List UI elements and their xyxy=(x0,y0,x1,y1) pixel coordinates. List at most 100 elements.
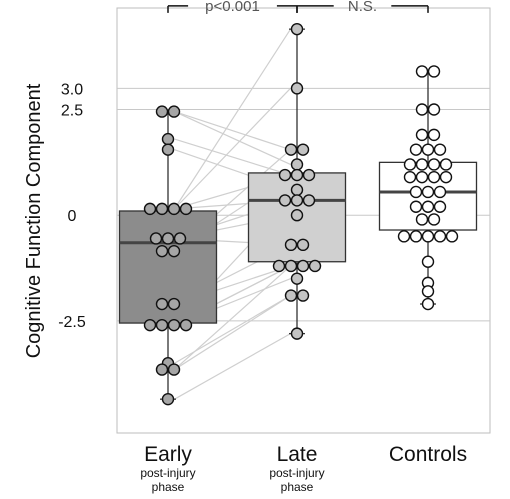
data-point-controls xyxy=(415,103,429,116)
data-point-late xyxy=(290,22,304,36)
pair-line xyxy=(174,111,291,151)
data-point-late xyxy=(296,289,310,302)
data-point-early xyxy=(155,105,169,118)
y-tick-label: 3.0 xyxy=(61,81,83,98)
data-point-controls xyxy=(433,230,447,243)
data-point-controls xyxy=(415,213,429,226)
y-axis-ticks: 3.0 2.5 0 -2.5 xyxy=(58,81,86,331)
data-point-late xyxy=(296,238,310,252)
data-point-controls xyxy=(421,143,435,156)
data-point-late xyxy=(290,327,304,340)
data-point-controls xyxy=(427,170,441,184)
data-point-early xyxy=(143,202,157,216)
pair-line xyxy=(173,28,292,210)
data-point-early xyxy=(155,363,169,376)
pair-line xyxy=(174,333,291,400)
category-sublabel: phase xyxy=(152,480,185,494)
data-point-late xyxy=(272,259,286,273)
category-label-late: Late xyxy=(277,443,318,466)
data-point-late xyxy=(284,143,298,156)
y-tick-label: 0 xyxy=(68,208,77,225)
data-point-controls xyxy=(421,297,435,311)
data-point-controls xyxy=(421,230,435,243)
data-point-late xyxy=(290,194,304,207)
data-point-late xyxy=(284,289,298,302)
data-point-controls xyxy=(421,185,435,199)
data-point-late xyxy=(296,143,310,156)
data-point-late xyxy=(290,168,304,182)
data-point-controls xyxy=(421,285,435,298)
data-point-late xyxy=(308,259,322,273)
category-sublabel: phase xyxy=(281,480,314,494)
data-point-controls xyxy=(415,158,429,171)
data-point-early xyxy=(167,297,181,311)
data-point-early xyxy=(155,202,169,216)
data-point-late xyxy=(290,272,304,285)
data-point-early xyxy=(149,232,163,245)
data-point-controls xyxy=(445,230,459,243)
data-point-early xyxy=(167,244,181,258)
data-point-early xyxy=(167,318,181,332)
data-point-late xyxy=(302,194,316,207)
category-sublabel: post-injury xyxy=(140,466,195,480)
pair-line xyxy=(174,295,291,371)
pair-line xyxy=(174,111,291,166)
data-point-late xyxy=(284,259,298,273)
data-point-controls xyxy=(433,200,447,213)
data-point-early xyxy=(167,202,181,216)
category-label-early: Early xyxy=(144,443,192,466)
data-point-late xyxy=(278,194,292,207)
data-point-early xyxy=(143,318,157,332)
data-point-early xyxy=(167,363,181,376)
data-point-early xyxy=(155,318,169,332)
annotation-early-late: p<0.001 xyxy=(205,0,260,15)
y-tick-label: -2.5 xyxy=(58,314,86,331)
data-point-early xyxy=(161,232,175,245)
data-point-controls xyxy=(403,158,417,171)
data-point-early xyxy=(155,297,169,311)
data-point-controls xyxy=(433,185,447,199)
data-point-early xyxy=(179,318,193,332)
data-point-controls xyxy=(421,255,435,268)
data-point-controls xyxy=(409,230,423,243)
data-point-controls xyxy=(427,128,441,142)
data-point-late xyxy=(296,259,310,273)
category-label-controls: Controls xyxy=(389,443,467,466)
data-point-controls xyxy=(415,170,429,184)
box-early xyxy=(118,210,218,324)
data-point-late xyxy=(290,82,304,95)
y-tick-label: 2.5 xyxy=(61,102,83,119)
data-point-late xyxy=(302,168,316,182)
data-point-late xyxy=(290,158,304,171)
category-sublabel: post-injury xyxy=(269,466,324,480)
data-point-early xyxy=(155,244,169,258)
data-point-late xyxy=(278,168,292,182)
data-point-late xyxy=(290,183,304,197)
data-point-early xyxy=(161,143,175,156)
data-point-controls xyxy=(409,185,423,199)
data-point-early xyxy=(173,232,187,245)
data-point-controls xyxy=(421,200,435,213)
data-point-controls xyxy=(427,65,441,78)
data-point-controls xyxy=(409,200,423,213)
data-point-early xyxy=(179,202,193,216)
data-point-late xyxy=(284,238,298,252)
data-point-controls xyxy=(427,213,441,226)
data-point-controls xyxy=(415,128,429,142)
data-point-controls xyxy=(409,143,423,156)
x-axis-categories: Earlypost-injuryphaseLatepost-injuryphas… xyxy=(140,443,467,494)
data-point-controls xyxy=(439,158,453,171)
pair-line xyxy=(174,138,291,176)
data-point-controls xyxy=(397,230,411,243)
data-point-controls xyxy=(427,103,441,116)
y-axis-label: Cognitive Function Component xyxy=(23,83,45,358)
pair-line xyxy=(174,87,291,210)
annotation-late-controls: N.S. xyxy=(348,0,377,15)
data-point-controls xyxy=(403,170,417,184)
data-point-controls xyxy=(439,170,453,184)
data-point-early xyxy=(167,105,181,118)
data-point-late xyxy=(290,209,304,222)
data-point-controls xyxy=(427,158,441,171)
